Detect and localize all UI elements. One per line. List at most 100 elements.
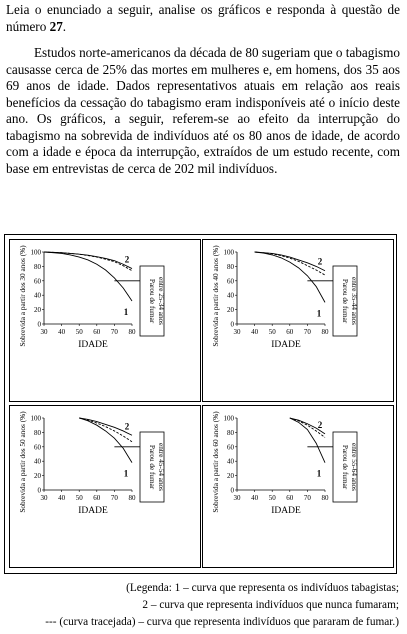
x-axis-label: IDADE [78, 506, 108, 516]
x-tick-label: 30 [41, 328, 49, 336]
y-tick-label: 80 [227, 263, 235, 271]
y-tick-label: 40 [34, 292, 42, 300]
chart: 0 20 40 60 80 100 30 40 50 60 70 80 IDADE Sobrevida a… [211, 245, 358, 350]
curve-label: 1 [124, 469, 129, 479]
intro-end: . [62, 18, 67, 34]
y-tick-label: 0 [38, 321, 42, 329]
x-tick-label: 40 [58, 328, 66, 336]
x-axis-label: IDADE [271, 340, 301, 350]
y-tick-label: 40 [34, 458, 42, 466]
y-tick-label: 20 [34, 472, 42, 480]
curve-label: 1 [317, 308, 322, 318]
text-block: Leia o enunciado a seguir, analise os gr… [6, 2, 400, 177]
line [79, 417, 133, 436]
y-tick-label: 60 [227, 277, 235, 285]
x-tick-label: 60 [286, 494, 294, 502]
y-tick-label: 0 [231, 321, 235, 329]
legend-line: (Legenda: 1 – curva que representa os in… [126, 582, 399, 594]
y-tick-label: 80 [34, 263, 42, 271]
y-tick-label: 80 [34, 429, 42, 437]
x-tick-label: 30 [41, 494, 49, 502]
annotation-text: entre 55-64 anos [350, 443, 358, 491]
line [43, 251, 133, 302]
y-tick-label: 100 [224, 415, 235, 423]
y-axis-label: Sobrevida a partir dos 60 anos (%) [211, 411, 220, 513]
x-tick-label: 60 [93, 494, 101, 502]
y-tick-label: 20 [227, 472, 235, 480]
chart-panel: 0 20 40 60 80 100 30 40 50 60 70 80 IDADE Sobrevida a… [202, 239, 394, 402]
y-tick-label: 20 [34, 306, 42, 314]
x-axis-label: IDADE [78, 340, 108, 350]
x-tick-label: 50 [269, 328, 277, 336]
x-tick-label: 80 [129, 328, 137, 336]
curve-label: 2 [318, 420, 323, 430]
y-tick-label: 60 [34, 443, 42, 451]
question-number: 27 [49, 18, 63, 34]
curve-label: 2 [125, 255, 130, 265]
charts-box: 0 20 40 60 80 100 30 40 50 60 70 80 IDADE Sobrevida a… [4, 234, 397, 574]
x-tick-label: 80 [322, 494, 330, 502]
x-tick-label: 70 [304, 328, 312, 336]
chart-panel: 0 20 40 60 80 100 30 40 50 60 70 80 IDADE Sobrevida a… [202, 405, 394, 568]
x-tick-label: 40 [251, 494, 259, 502]
line [289, 417, 326, 463]
y-tick-label: 60 [34, 277, 42, 285]
y-tick-label: 80 [227, 429, 235, 437]
chart-panel: 0 20 40 60 80 100 30 40 50 60 70 80 IDADE Sobrevida a… [9, 405, 201, 568]
curve-label: 2 [125, 421, 130, 431]
line [289, 417, 326, 435]
x-tick-label: 40 [251, 328, 259, 336]
y-tick-label: 100 [31, 415, 42, 423]
curve-label: 1 [124, 307, 129, 317]
line [254, 251, 326, 272]
y-axis-label: Sobrevida a partir dos 30 anos (%) [18, 245, 27, 347]
x-axis-label: IDADE [271, 506, 301, 516]
chart: 0 20 40 60 80 100 30 40 50 60 70 80 IDADE Sobrevida a… [18, 411, 165, 516]
y-tick-label: 100 [224, 249, 235, 257]
intro: Leia o enunciado a seguir, analise os gr… [6, 2, 400, 35]
annotation-box [332, 431, 358, 503]
annotation-box [139, 431, 165, 503]
annotation-text: Parou de fumar [148, 279, 156, 324]
x-tick-label: 80 [129, 494, 137, 502]
y-tick-label: 100 [31, 249, 42, 257]
annotation-box [139, 265, 165, 337]
x-tick-label: 50 [76, 494, 84, 502]
x-tick-label: 60 [286, 328, 294, 336]
x-tick-label: 50 [76, 328, 84, 336]
y-tick-label: 40 [227, 292, 235, 300]
annotation-text: entre 25-34 anos [157, 277, 165, 325]
chart-panel: 0 20 40 60 80 100 30 40 50 60 70 80 IDADE Sobrevida a… [9, 239, 201, 402]
intro-text: Leia o enunciado a seguir, analise os gr… [6, 2, 400, 34]
annotation-text: entre 35-44 anos [350, 277, 358, 325]
annotation-text: entre 45-54 anos [157, 443, 165, 491]
y-tick-label: 60 [227, 443, 235, 451]
x-tick-label: 70 [111, 328, 119, 336]
x-tick-label: 30 [234, 328, 242, 336]
line [254, 251, 326, 303]
legend-line: --- (curva tracejada) – curva que repres… [45, 616, 399, 628]
annotation-text: Parou de fumar [341, 279, 349, 324]
chart: 0 20 40 60 80 100 30 40 50 60 70 80 IDADE Sobrevida a… [211, 411, 358, 516]
annotation-text: Parou de fumar [341, 445, 349, 490]
x-tick-label: 30 [234, 494, 242, 502]
x-tick-label: 60 [93, 328, 101, 336]
y-axis-label: Sobrevida a partir dos 40 anos (%) [211, 245, 220, 347]
dashed-line [43, 251, 133, 272]
annotation-box [332, 265, 358, 337]
dashed-line [254, 251, 326, 276]
y-tick-label: 20 [227, 306, 235, 314]
chart: 0 20 40 60 80 100 30 40 50 60 70 80 IDADE Sobrevida a… [18, 245, 165, 350]
y-tick-label: 0 [38, 487, 42, 495]
x-tick-label: 80 [322, 328, 330, 336]
x-tick-label: 50 [269, 494, 277, 502]
annotation-text: Parou de fumar [148, 445, 156, 490]
paragraph: Estudos norte-americanos da década de 80… [6, 45, 400, 176]
dashed-line [79, 417, 133, 443]
y-axis-label: Sobrevida a partir dos 50 anos (%) [18, 411, 27, 513]
y-tick-label: 0 [231, 487, 235, 495]
legend-line: 2 – curva que representa indivíduos que … [142, 599, 399, 611]
legend: (Legenda: 1 – curva que representa os in… [45, 580, 399, 631]
curve-label: 1 [317, 469, 322, 479]
